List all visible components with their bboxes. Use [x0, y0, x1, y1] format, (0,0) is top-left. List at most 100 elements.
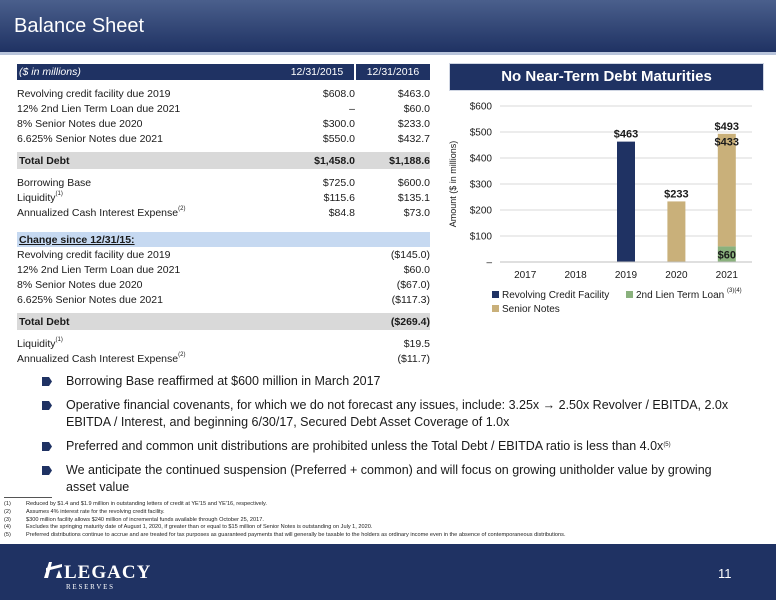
total-debt-row: Total Debt $1,458.0 $1,188.6 — [17, 152, 430, 169]
row-label: 8% Senior Notes due 2020 — [17, 278, 143, 291]
data-label: $433 — [715, 136, 739, 148]
y-axis-label: Amount ($ in millions) — [448, 141, 458, 228]
bar — [717, 246, 736, 262]
balance-sheet-table: ($ in millions) 12/31/2015 12/31/2016 Re… — [17, 64, 430, 366]
footnote-divider — [4, 497, 52, 498]
footnote: (2) Assumes 4% interest rate for the revo… — [4, 508, 165, 515]
x-tick-label: 2020 — [665, 270, 688, 281]
table-row: Liquidity(1) $19.5 — [17, 336, 430, 351]
bullet-arrow-icon — [42, 377, 52, 386]
row-change-value: ($145.0) — [390, 248, 430, 261]
footnote-ref: (2) — [178, 351, 186, 358]
footnote-ref: (1) — [55, 190, 63, 197]
bullet-item: We anticipate the continued suspension (… — [42, 462, 732, 496]
y-tick-label: $200 — [470, 206, 493, 217]
row-value-2015: $608.0 — [322, 87, 355, 100]
footnote-ref: (2) — [178, 205, 186, 212]
row-value-2015: $300.0 — [322, 117, 355, 130]
row-value-2015: $1,458.0 — [280, 152, 355, 169]
footnote: (5) Preferred distributions continue to a… — [4, 532, 566, 539]
page-title: Balance Sheet — [14, 15, 145, 37]
row-value-2016: $600.0 — [397, 176, 430, 189]
table-row: 8% Senior Notes due 2020 $300.0 $233.0 — [17, 116, 430, 131]
y-tick-label: $100 — [470, 232, 493, 243]
table-row: Annualized Cash Interest Expense(2) ($11… — [17, 351, 430, 366]
row-value-2016: $60.0 — [403, 102, 430, 115]
row-value-2015: $84.8 — [328, 206, 355, 219]
table-row: Annualized Cash Interest Expense(2) $84.… — [17, 205, 430, 220]
footnote: (4) Excludes the springing maturity date … — [4, 524, 373, 531]
bullet-text: Operative financial covenants, for which… — [66, 398, 729, 429]
units-label: ($ in millions) — [17, 64, 280, 80]
data-label: $233 — [664, 188, 688, 200]
bullet-list: Borrowing Base reaffirmed at $600 millio… — [42, 373, 732, 503]
bullet-text: Borrowing Base reaffirmed at $600 millio… — [66, 374, 381, 388]
bullet-arrow-icon — [42, 466, 52, 475]
row-value-2016: $1,188.6 — [355, 152, 430, 169]
row-label: Total Debt — [17, 313, 280, 330]
row-label: Revolving credit facility due 2019 — [17, 248, 171, 261]
page-number: 11 — [718, 566, 732, 581]
row-value-2015: $725.0 — [322, 176, 355, 189]
table-row: 6.625% Senior Notes due 2021 $550.0 $432… — [17, 131, 430, 146]
row-change-value: $19.5 — [403, 337, 430, 350]
bullet-item: Preferred and common unit distributions … — [42, 438, 732, 455]
data-label: $493 — [715, 121, 739, 133]
chart-banner: No Near-Term Debt Maturities — [449, 63, 764, 91]
table-row: 6.625% Senior Notes due 2021 ($117.3) — [17, 292, 430, 307]
footnote: (3) $300 million facility allows $240 mil… — [4, 516, 264, 523]
row-value-2016: $463.0 — [397, 87, 430, 100]
logo-subtitle: R E S E R V E S — [66, 583, 113, 591]
debt-maturity-chart: $463 $233 $493 $433 $60 – $100 $200 $300 $400 $50… — [448, 102, 752, 315]
bullet-arrow-icon — [42, 442, 52, 451]
row-label: Liquidity(1) — [17, 190, 63, 204]
row-label: Annualized Cash Interest Expense(2) — [17, 351, 186, 365]
y-tick-label: $600 — [470, 102, 493, 113]
y-tick-label: – — [486, 258, 492, 269]
row-label: 6.625% Senior Notes due 2021 — [17, 132, 163, 145]
legend-label: Revolving Credit Facility — [502, 290, 609, 301]
legend-label: Senior Notes — [502, 304, 560, 315]
bar — [617, 141, 635, 262]
logo-wordmark: LEGACY — [64, 562, 151, 583]
row-label: Borrowing Base — [17, 176, 92, 189]
table-row: 12% 2nd Lien Term Loan due 2021 $60.0 — [17, 262, 430, 277]
data-label: $463 — [614, 129, 638, 141]
table-row: 12% 2nd Lien Term Loan due 2021 – $60.0 — [17, 101, 430, 116]
row-change-value: ($269.4) — [355, 313, 430, 330]
row-change-value: ($67.0) — [396, 278, 430, 291]
bullet-text: Preferred and common unit distributions … — [66, 439, 664, 453]
bullet-arrow-icon — [42, 401, 52, 410]
row-value-2016: $135.1 — [397, 191, 430, 204]
change-section-header: Change since 12/31/15: — [17, 232, 430, 247]
row-value-2016: $432.7 — [397, 132, 430, 145]
data-label: $60 — [718, 249, 736, 261]
table-row: Revolving credit facility due 2019 $608.… — [17, 86, 430, 101]
footnotes: (1) Reduced by $1.4 and $1.9 million in o… — [4, 501, 774, 540]
row-change-value: ($11.7) — [397, 352, 431, 365]
title-bar: Balance Sheet — [0, 0, 776, 52]
legend-swatch — [492, 291, 499, 298]
table-row: Borrowing Base $725.0 $600.0 — [17, 175, 430, 190]
x-tick-label: 2019 — [615, 270, 638, 281]
row-label: 8% Senior Notes due 2020 — [17, 117, 143, 130]
legend-label: 2nd Lien Term Loan — [636, 290, 724, 301]
row-label: 12% 2nd Lien Term Loan due 2021 — [17, 263, 181, 276]
row-label: Liquidity(1) — [17, 336, 63, 350]
y-tick-label: $500 — [470, 128, 493, 139]
footer-bar: 11 — [0, 544, 776, 600]
row-value-2016: $73.0 — [403, 206, 430, 219]
legend-swatch — [626, 291, 633, 298]
row-label: Annualized Cash Interest Expense(2) — [17, 205, 186, 219]
y-tick-label: $400 — [470, 154, 493, 165]
bullet-item: Borrowing Base reaffirmed at $600 millio… — [42, 373, 732, 390]
bar — [717, 133, 736, 247]
legacy-reserves-logo: LEGACY R E S E R V E S — [44, 562, 151, 591]
table-row: Liquidity(1) $115.6 $135.1 — [17, 190, 430, 205]
row-change-value: $60.0 — [403, 263, 430, 276]
change-total-row: Total Debt ($269.4) — [17, 313, 430, 330]
legend-swatch — [492, 305, 499, 312]
row-value-2016: $233.0 — [397, 117, 430, 130]
bullet-item: Operative financial covenants, for which… — [42, 397, 732, 431]
row-change-value: ($117.3) — [391, 293, 430, 306]
